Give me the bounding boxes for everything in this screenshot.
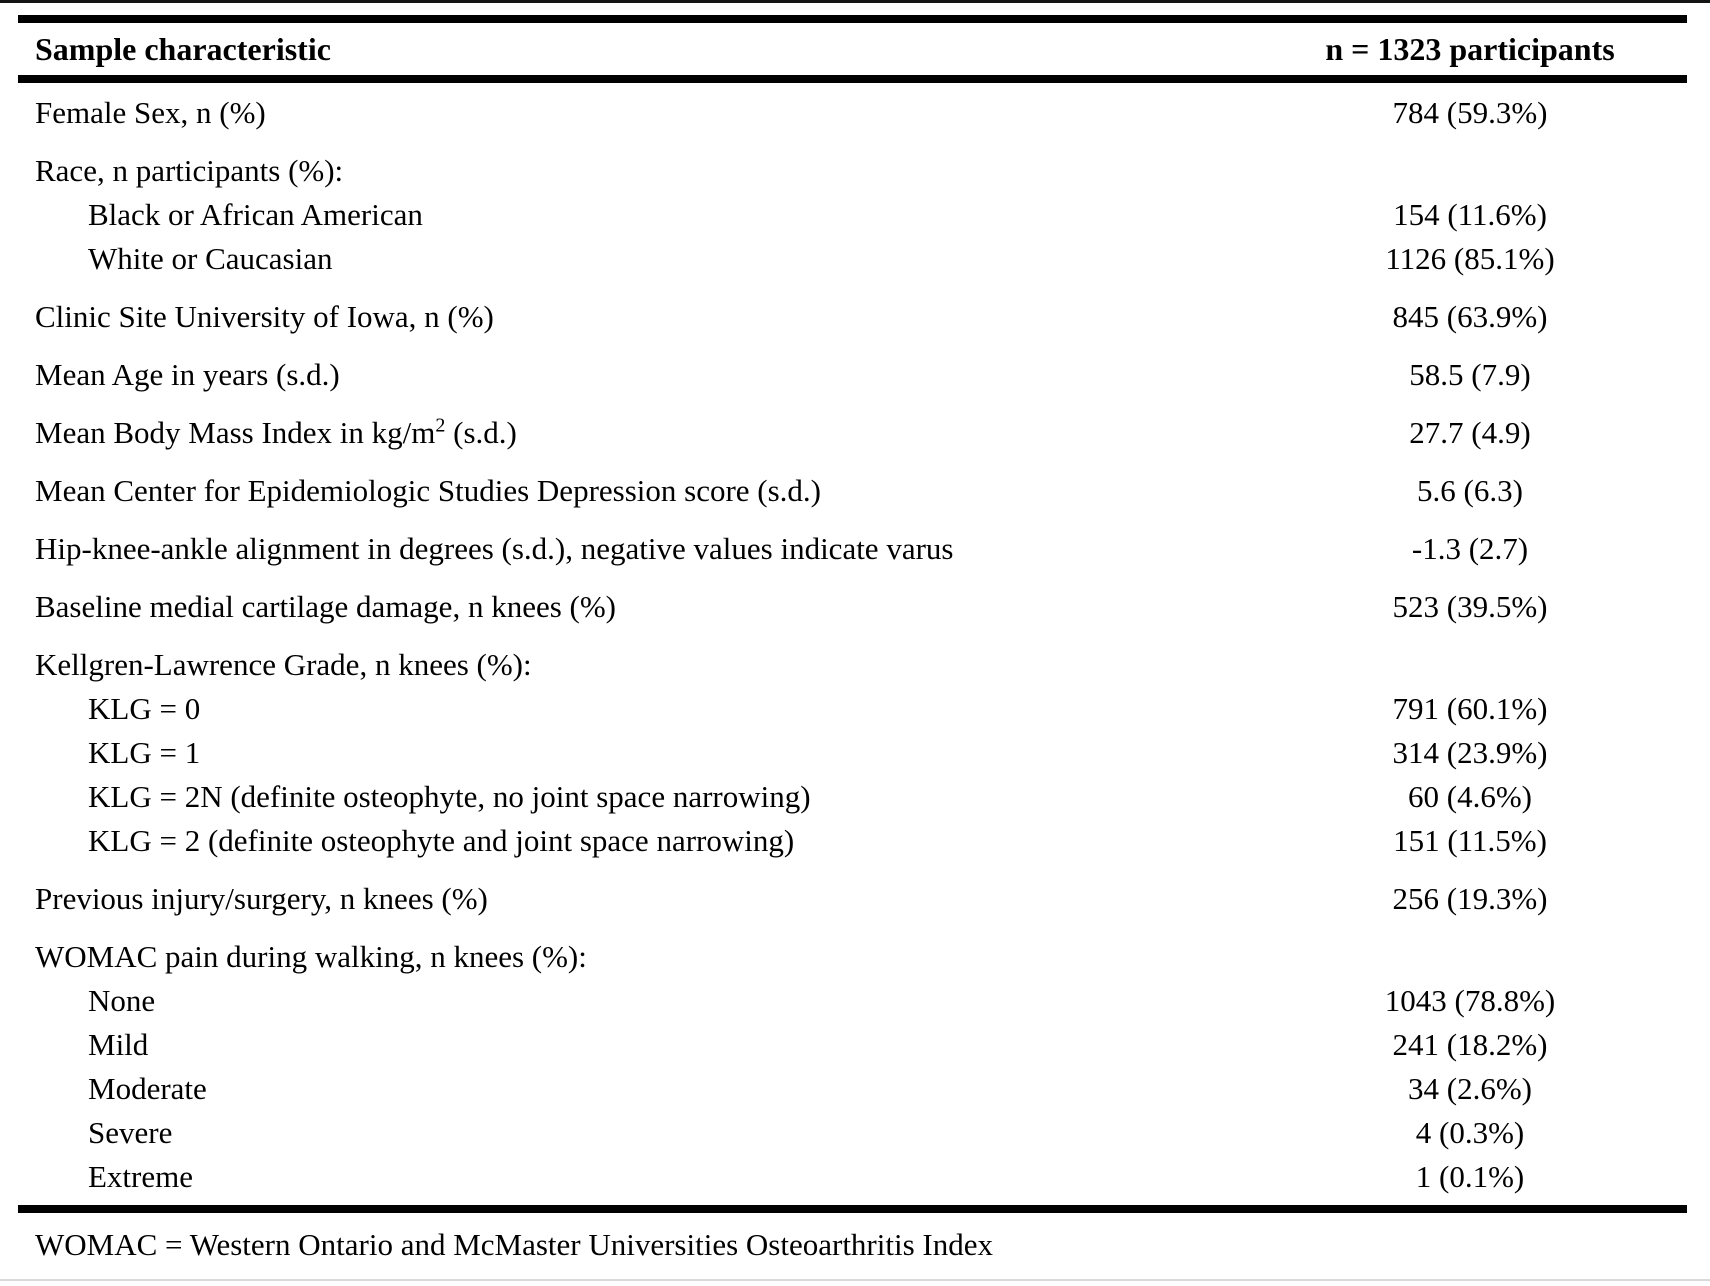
table-row-previous-injury: Previous injury/surgery, n knees (%) 256…: [18, 877, 1687, 921]
row-label: Previous injury/surgery, n knees (%): [35, 881, 488, 916]
row-value: 1043 (78.8%): [1384, 983, 1556, 1018]
row-label: Mean Body Mass Index in kg/m2 (s.d.): [18, 411, 1253, 455]
row-label: Kellgren-Lawrence Grade, n knees (%):: [35, 647, 532, 682]
row-value: 4 (0.3%): [1415, 1115, 1525, 1150]
row-value: 256 (19.3%): [1392, 881, 1548, 916]
bmi-label-post: (s.d.): [445, 415, 517, 450]
table-row-womac-mild: Mild 241 (18.2%): [18, 1023, 1687, 1067]
table-row-klg-2n: KLG = 2N (definite osteophyte, no joint …: [18, 775, 1687, 819]
row-label: Black or African American: [88, 197, 423, 232]
page-top-rule: [0, 0, 1710, 3]
row-label: Mean Center for Epidemiologic Studies De…: [35, 473, 822, 508]
row-label: KLG = 1: [88, 735, 201, 770]
bmi-label-pre: Mean Body Mass Index in kg/m: [35, 415, 436, 450]
table-row-klg-2: KLG = 2 (definite osteophyte and joint s…: [18, 819, 1687, 863]
table-row-clinic-site: Clinic Site University of Iowa, n (%) 84…: [18, 295, 1687, 339]
table-row-race: Race, n participants (%):: [18, 149, 1687, 193]
row-value: 314 (23.9%): [1392, 735, 1548, 770]
row-value: [1253, 149, 1687, 193]
row-value: 27.7 (4.9): [1409, 415, 1531, 450]
row-label: WOMAC pain during walking, n knees (%):: [35, 939, 587, 974]
row-value: 1 (0.1%): [1415, 1159, 1525, 1194]
table-row-klg-1: KLG = 1 314 (23.9%): [18, 731, 1687, 775]
row-label: Race, n participants (%):: [35, 153, 344, 188]
row-value: 60 (4.6%): [1408, 779, 1532, 814]
table-row-female-sex: Female Sex, n (%) 784 (59.3%): [18, 91, 1687, 135]
table-body: Female Sex, n (%) 784 (59.3%) Race, n pa…: [18, 91, 1687, 1213]
row-value: 34 (2.6%): [1408, 1071, 1532, 1106]
table-row-klg: Kellgren-Lawrence Grade, n knees (%):: [18, 643, 1687, 687]
table-row-hka-alignment: Hip-knee-ankle alignment in degrees (s.d…: [18, 527, 1687, 571]
table-row-womac-moderate: Moderate 34 (2.6%): [18, 1067, 1687, 1111]
bmi-superscript: 2: [435, 414, 446, 437]
sample-characteristics-table: Sample characteristic n = 1323 participa…: [18, 15, 1687, 1265]
row-label: Hip-knee-ankle alignment in degrees (s.d…: [35, 531, 954, 566]
row-label: KLG = 0: [88, 691, 201, 726]
row-value: 523 (39.5%): [1392, 589, 1548, 624]
row-value: 784 (59.3%): [1392, 95, 1548, 130]
row-value: 241 (18.2%): [1392, 1027, 1548, 1062]
row-label: White or Caucasian: [88, 241, 333, 276]
table-header-row: Sample characteristic n = 1323 participa…: [18, 23, 1687, 83]
row-label: Mean Age in years (s.d.): [35, 357, 340, 392]
table-row-womac-none: None 1043 (78.8%): [18, 979, 1687, 1023]
row-label: KLG = 2 (definite osteophyte and joint s…: [88, 823, 795, 858]
row-label: Female Sex, n (%): [35, 95, 266, 130]
table-footnote: WOMAC = Western Ontario and McMaster Uni…: [35, 1227, 993, 1262]
row-label: Moderate: [88, 1071, 207, 1106]
table-row-cartilage-damage: Baseline medial cartilage damage, n knee…: [18, 585, 1687, 629]
table-row-womac-extreme: Extreme 1 (0.1%): [18, 1155, 1687, 1199]
row-label: Clinic Site University of Iowa, n (%): [35, 299, 494, 334]
table-row-race-white: White or Caucasian 1126 (85.1%): [18, 237, 1687, 281]
row-label: Extreme: [88, 1159, 194, 1194]
table-row-bmi: Mean Body Mass Index in kg/m2 (s.d.) 27.…: [18, 411, 1687, 455]
header-characteristic-label: Sample characteristic: [35, 31, 331, 67]
row-value: 1126 (85.1%): [1385, 241, 1555, 276]
table-row-womac-pain: WOMAC pain during walking, n knees (%):: [18, 935, 1687, 979]
row-label: None: [88, 983, 156, 1018]
row-value: [1253, 643, 1687, 687]
row-value: 151 (11.5%): [1393, 823, 1547, 858]
table-row-womac-severe: Severe 4 (0.3%): [18, 1111, 1687, 1155]
table-row-cesd: Mean Center for Epidemiologic Studies De…: [18, 469, 1687, 513]
row-value: 154 (11.6%): [1393, 197, 1547, 232]
row-label: Mild: [88, 1027, 149, 1062]
row-value: [1253, 935, 1687, 979]
table-row-klg-0: KLG = 0 791 (60.1%): [18, 687, 1687, 731]
table-row-race-black: Black or African American 154 (11.6%): [18, 193, 1687, 237]
page-bottom-rule: [0, 1279, 1710, 1281]
row-label: KLG = 2N (definite osteophyte, no joint …: [88, 779, 811, 814]
row-value: 58.5 (7.9): [1409, 357, 1531, 392]
row-value: 845 (63.9%): [1392, 299, 1548, 334]
row-label: Severe: [88, 1115, 173, 1150]
header-n-participants-label: n = 1323 participants: [1325, 31, 1615, 67]
row-value: -1.3 (2.7): [1411, 531, 1529, 566]
row-value: 5.6 (6.3): [1417, 473, 1523, 508]
row-value: 791 (60.1%): [1392, 691, 1548, 726]
table-row-mean-age: Mean Age in years (s.d.) 58.5 (7.9): [18, 353, 1687, 397]
row-label: Baseline medial cartilage damage, n knee…: [35, 589, 616, 624]
